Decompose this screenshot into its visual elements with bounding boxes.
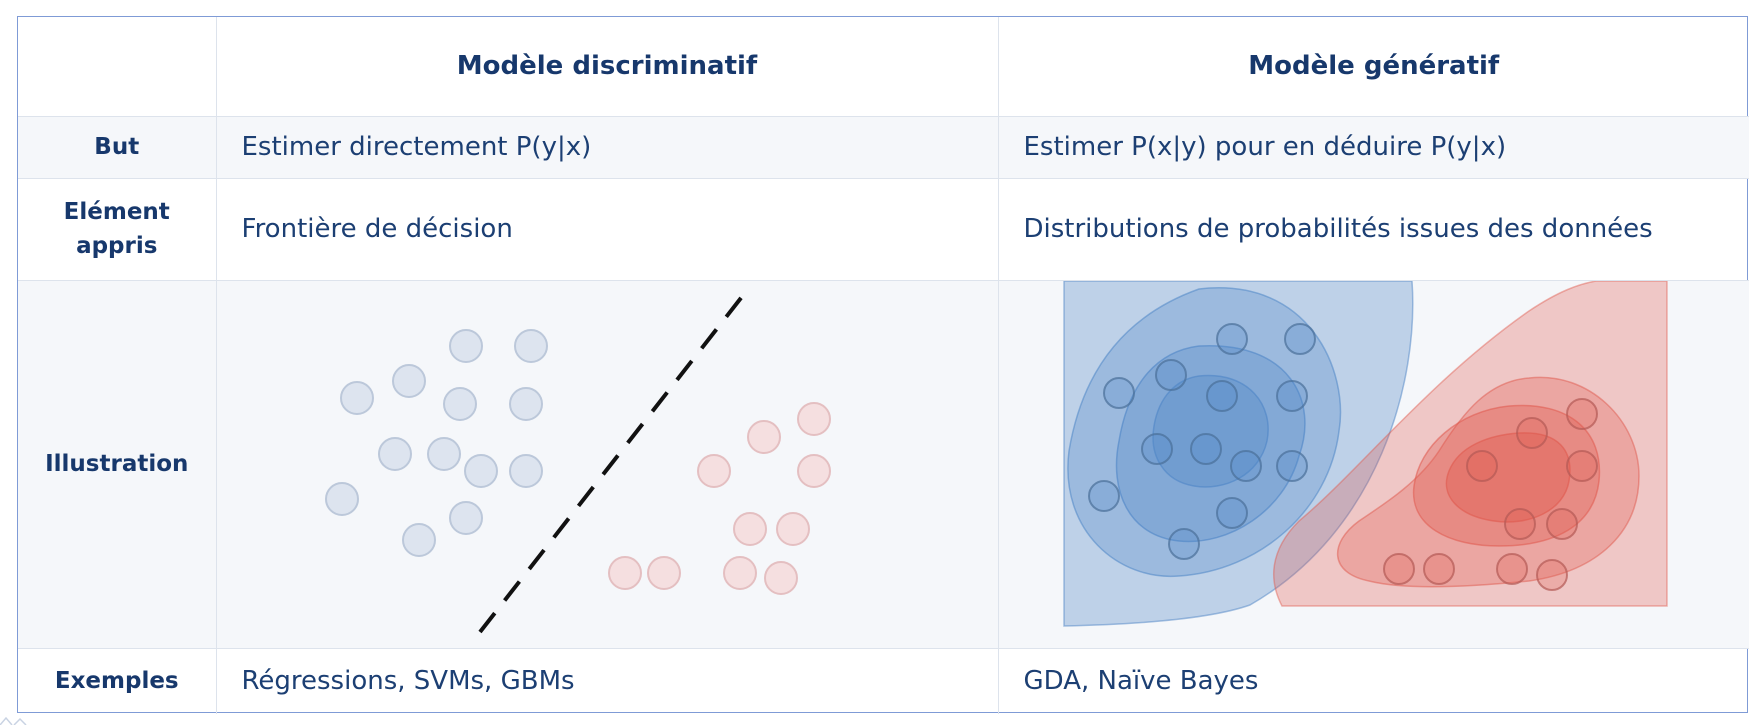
cell-examples-discriminative: Régressions, SVMs, GBMs [215,647,999,714]
row-label-learned: Elément appris [18,177,217,281]
row-label-goal: But [18,115,217,179]
red-point [696,454,731,488]
red-point [1535,559,1568,591]
row-label-illustration: Illustration [18,279,217,649]
red-contour-outer [1272,281,1668,607]
red-point [796,402,831,436]
blue-point [1167,528,1200,560]
blue-point [1205,380,1238,412]
red-point [1495,553,1528,585]
cell-learned-discriminative: Frontière de décision [215,177,999,281]
blue-point [442,387,477,421]
generative-illustration [1062,281,1668,627]
blue-point [401,523,436,557]
cell-examples-generative: GDA, Naïve Bayes [997,647,1749,714]
red-point [1565,450,1598,482]
blue-data-points [324,329,548,557]
blue-point [1102,377,1135,409]
blue-point [426,437,461,471]
table-row-learned: Elément appris Frontière de décision Dis… [18,177,1749,281]
red-point [796,454,831,488]
table-header-row: Modèle discriminatif Modèle génératif [18,17,1749,117]
red-data-points [1382,398,1598,591]
discriminative-illustration [324,287,831,634]
cell-learned-generative: Distributions de probabilités issues des… [997,177,1749,281]
row-label-examples: Exemples [18,647,217,714]
blue-point [1215,323,1248,355]
blue-point [1215,497,1248,529]
cell-goal-generative: Estimer P(x|y) pour en déduire P(y|x) [997,115,1749,179]
blue-point [1275,450,1308,482]
decision-boundary [477,287,750,634]
table-row-goal: But Estimer directement P(y|x) Estimer P… [18,115,1749,179]
blue-point [1140,433,1173,465]
red-point [763,561,798,595]
red-point [607,556,642,590]
blue-point [324,482,359,516]
red-point [1422,553,1455,585]
blue-point [1283,323,1316,355]
red-data-points [607,402,831,595]
red-point [1515,417,1548,449]
red-point [722,556,757,590]
blue-point [508,387,543,421]
blue-point [448,329,483,363]
red-point [1382,553,1415,585]
table-row-illustration: Illustration [18,279,1749,649]
red-point [732,512,767,546]
blue-point [1087,480,1120,512]
blue-point [513,329,548,363]
red-point [1565,398,1598,430]
red-point [746,420,781,454]
blue-point [1229,450,1262,482]
table-row-examples: Exemples Régressions, SVMs, GBMs GDA, Na… [18,647,1749,714]
column-header-generative: Modèle génératif [997,17,1749,117]
blue-point [339,381,374,415]
red-point [646,556,681,590]
red-point [1503,508,1536,540]
row-label-learned-line1: Elément [63,198,170,225]
blue-point [508,454,543,488]
red-point [1465,450,1498,482]
blue-point [463,454,498,488]
red-point [775,512,810,546]
cell-illustration-discriminative [215,279,999,649]
blue-point [1154,359,1187,391]
blue-point [377,437,412,471]
row-label-learned-line2: appris [76,233,158,259]
blue-point [448,501,483,535]
blue-point [1275,380,1308,412]
corner-decoration-icon [0,716,27,725]
comparison-table: Modèle discriminatif Modèle génératif Bu… [18,17,1749,714]
blue-point [1189,433,1222,465]
red-point [1545,508,1578,540]
cell-goal-discriminative: Estimer directement P(y|x) [215,115,999,179]
blue-contour-inner [1151,374,1269,488]
blue-point [391,364,426,398]
column-header-discriminative: Modèle discriminatif [215,17,999,117]
table-corner-cell [18,17,217,117]
comparison-table-frame: Modèle discriminatif Modèle génératif Bu… [17,16,1749,714]
red-contour-2 [1336,376,1640,588]
blue-data-points [1087,323,1316,560]
cell-illustration-generative [997,279,1749,649]
